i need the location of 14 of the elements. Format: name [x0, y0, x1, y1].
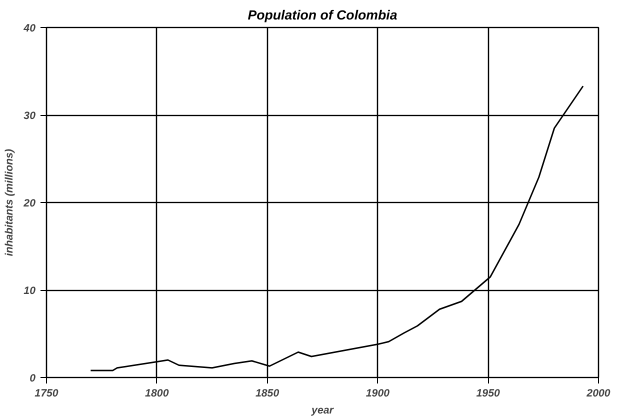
x-tick-label: 2000 — [586, 388, 610, 400]
x-tick-label: 1750 — [34, 388, 58, 400]
chart-title: Population of Colombia — [248, 8, 398, 22]
y-tick-label: 10 — [24, 285, 36, 297]
y-tick-label: 0 — [30, 372, 36, 384]
x-tick-label: 1800 — [145, 388, 169, 400]
y-tick-label: 20 — [22, 198, 36, 210]
y-axis-title: inhabitants (millions) — [4, 148, 16, 256]
y-tick-label: 30 — [24, 110, 36, 122]
x-tick-label: 1900 — [366, 388, 390, 400]
x-tick-label: 1850 — [255, 388, 280, 400]
x-tick-label: 1950 — [476, 388, 500, 400]
x-axis-title: year — [310, 404, 334, 416]
y-tick-label: 40 — [22, 22, 36, 34]
